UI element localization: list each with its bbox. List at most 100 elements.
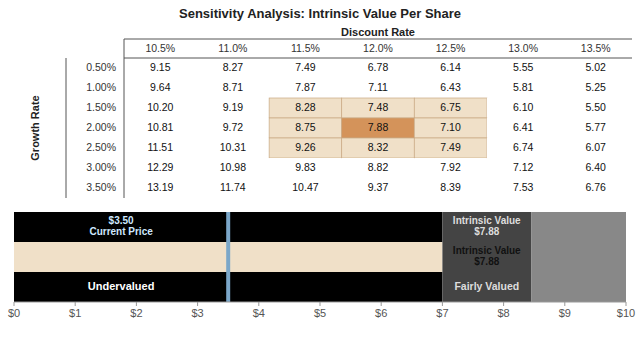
annotation-line: Intrinsic Value [453, 245, 521, 256]
x-tick-label: $6 [375, 307, 387, 319]
x-tick [626, 302, 627, 306]
column-header: 13.0% [508, 42, 538, 54]
cells [124, 58, 632, 198]
cell-label: 7.12 [513, 161, 534, 173]
chart-root: Sensitivity Analysis: Intrinsic Value Pe… [0, 0, 640, 349]
x-tick-label: $2 [130, 307, 142, 319]
cell-label: 5.50 [585, 101, 606, 113]
cell-label: 9.37 [368, 181, 389, 193]
cell-label: 7.53 [513, 181, 534, 193]
cell [414, 158, 487, 178]
cell [414, 178, 487, 198]
cell [124, 58, 197, 78]
cell-label: 10.98 [220, 161, 246, 173]
cell-label: 7.49 [440, 141, 461, 153]
cell [559, 158, 632, 178]
cell [197, 78, 270, 98]
annotation-line: $3.50 [109, 215, 134, 226]
column-header: 11.5% [291, 42, 320, 54]
annotation: Intrinsic Value$7.88 [453, 245, 521, 268]
x-tick [136, 302, 137, 306]
annotations: $3.50Current PriceIntrinsic Value$7.88In… [88, 215, 521, 292]
x-tick-label: $10 [617, 307, 635, 319]
bar-segment [442, 272, 531, 302]
cell-label: 6.43 [440, 81, 461, 93]
cell-label: 9.19 [223, 101, 244, 113]
x-tick [381, 302, 382, 306]
x-tick [258, 302, 259, 306]
bar-segment [531, 242, 626, 272]
row-header: 2.00% [86, 121, 116, 133]
annotation-line: Undervalued [88, 280, 155, 292]
cell [487, 178, 560, 198]
cell [197, 118, 270, 138]
cell-label: 6.76 [585, 181, 606, 193]
cell [197, 158, 270, 178]
cell-label: 9.26 [295, 141, 316, 153]
cell-label: 12.29 [147, 161, 173, 173]
cell-label: 6.40 [585, 161, 606, 173]
bar-segment [442, 242, 531, 272]
cell-label: 10.20 [147, 101, 173, 113]
cell [487, 98, 560, 118]
cell-label: 6.41 [513, 121, 534, 133]
cell-label: 11.51 [148, 141, 174, 153]
cell-label: 13.19 [147, 181, 173, 193]
title: Sensitivity Analysis: Intrinsic Value Pe… [179, 6, 461, 21]
table-rule [66, 58, 67, 198]
annotation: $3.50Current Price [89, 215, 153, 238]
cell [269, 138, 342, 158]
cell [559, 58, 632, 78]
x-tick-label: $1 [69, 307, 81, 319]
cell-label: 6.78 [368, 61, 389, 73]
annotation: Intrinsic Value$7.88 [453, 215, 521, 238]
cell [414, 98, 487, 118]
cell-label: 6.74 [513, 141, 534, 153]
cell [269, 58, 342, 78]
column-header: 12.0% [363, 42, 393, 54]
cell [559, 118, 632, 138]
cell-label: 9.72 [223, 121, 244, 133]
x-tick-label: $3 [191, 307, 203, 319]
cell-label: 6.07 [585, 141, 606, 153]
x-tick-label: $8 [497, 307, 509, 319]
row-header: 1.50% [86, 101, 116, 113]
cell [197, 178, 270, 198]
cell-label: 9.64 [150, 81, 171, 93]
bar-chart: $0$1$2$3$4$5$6$7$8$9$10$3.50Current Pric… [8, 212, 635, 319]
row-header: 0.50% [86, 61, 116, 73]
cell [197, 138, 270, 158]
cell [124, 158, 197, 178]
bar-segment [442, 212, 531, 242]
x-tick [197, 302, 198, 306]
row-header: 1.00% [86, 81, 116, 93]
cell [269, 98, 342, 118]
x-tick [75, 302, 76, 306]
cell-label: 7.11 [368, 81, 388, 93]
cell [342, 138, 415, 158]
annotation-line: $7.88 [474, 226, 499, 237]
cell [342, 118, 415, 138]
row-header: 2.50% [86, 141, 116, 153]
cell [124, 98, 197, 118]
cell-label: 7.49 [295, 61, 316, 73]
cell [124, 138, 197, 158]
annotation-line: Fairly Valued [454, 280, 519, 292]
x-tick [442, 302, 443, 306]
cell [559, 178, 632, 198]
cell [487, 78, 560, 98]
row-header: 3.50% [86, 181, 116, 193]
cell-label: 6.75 [440, 101, 461, 113]
cell-label: 8.71 [223, 81, 244, 93]
cell [414, 138, 487, 158]
column-header: 13.5% [581, 42, 611, 54]
table-rule [124, 39, 125, 198]
cell-label: 7.87 [295, 81, 316, 93]
cell [487, 138, 560, 158]
cell [124, 118, 197, 138]
cell [124, 78, 197, 98]
cell [342, 98, 415, 118]
table-rule [124, 39, 632, 40]
current-price-line [226, 212, 230, 302]
cell-label: 9.15 [150, 61, 171, 73]
